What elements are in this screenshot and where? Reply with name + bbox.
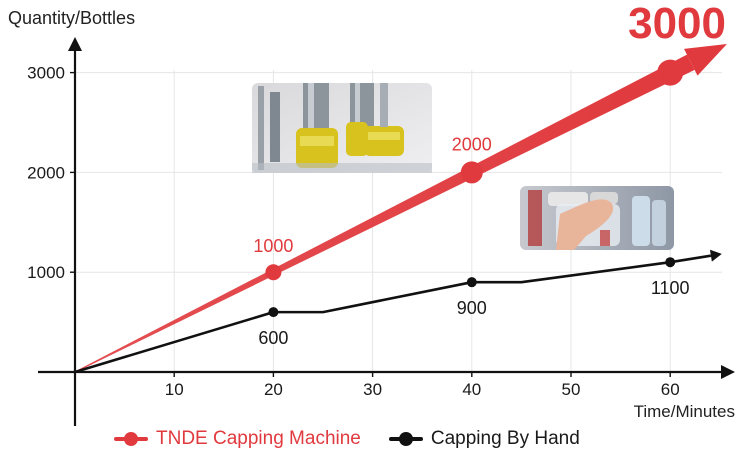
hand-point-label: 900 [457, 298, 487, 318]
series-group [74, 44, 727, 374]
x-tick-label: 60 [661, 380, 680, 399]
legend-item-hand: Capping By Hand [387, 428, 580, 450]
x-axis-title: Time/Minutes [634, 402, 735, 421]
series-machine-arrowhead [684, 44, 727, 76]
x-tick-label: 20 [264, 380, 283, 399]
machine-point [657, 59, 684, 86]
hand-point [466, 277, 477, 288]
x-tick-label: 40 [462, 380, 481, 399]
machine-point-label: 3000 [628, 0, 726, 48]
legend-marker-hand [387, 432, 425, 446]
series-hand-line [74, 254, 712, 374]
machine-point [265, 264, 282, 281]
machine-point-label: 1000 [253, 236, 293, 256]
hand-point [268, 307, 279, 318]
series-hand-arrowhead [709, 249, 722, 262]
hand-point-label: 1100 [651, 278, 690, 298]
y-tick-label: 1000 [27, 263, 65, 282]
capping-machine-photo [252, 83, 432, 173]
hand-point-label: 600 [258, 328, 288, 348]
legend-item-machine: TNDE Capping Machine [112, 428, 361, 450]
y-axis-arrow [68, 37, 82, 51]
machine-point-label: 2000 [452, 134, 492, 154]
x-tick-label: 10 [165, 380, 184, 399]
legend-label-machine: TNDE Capping Machine [156, 428, 361, 449]
legend-marker-machine [112, 432, 150, 446]
y-axis-title: Quantity/Bottles [8, 8, 135, 28]
x-axis-arrow [721, 365, 735, 379]
tick-labels: 10 20 30 40 50 60 1000 2000 3000 [27, 64, 679, 399]
x-tick-label: 50 [562, 380, 581, 399]
point-labels: 1000 2000 3000 600 900 1100 [253, 0, 726, 348]
y-tick-label: 2000 [27, 163, 65, 182]
legend: TNDE Capping Machine Capping By Hand [112, 424, 580, 454]
axes [38, 37, 735, 426]
x-tick-label: 30 [363, 380, 382, 399]
legend-label-hand: Capping By Hand [430, 428, 580, 449]
hand-point [665, 257, 676, 268]
machine-point [460, 161, 483, 184]
series-machine-line [74, 54, 695, 373]
y-tick-label: 3000 [27, 64, 65, 83]
hand-capping-photo [520, 186, 674, 250]
